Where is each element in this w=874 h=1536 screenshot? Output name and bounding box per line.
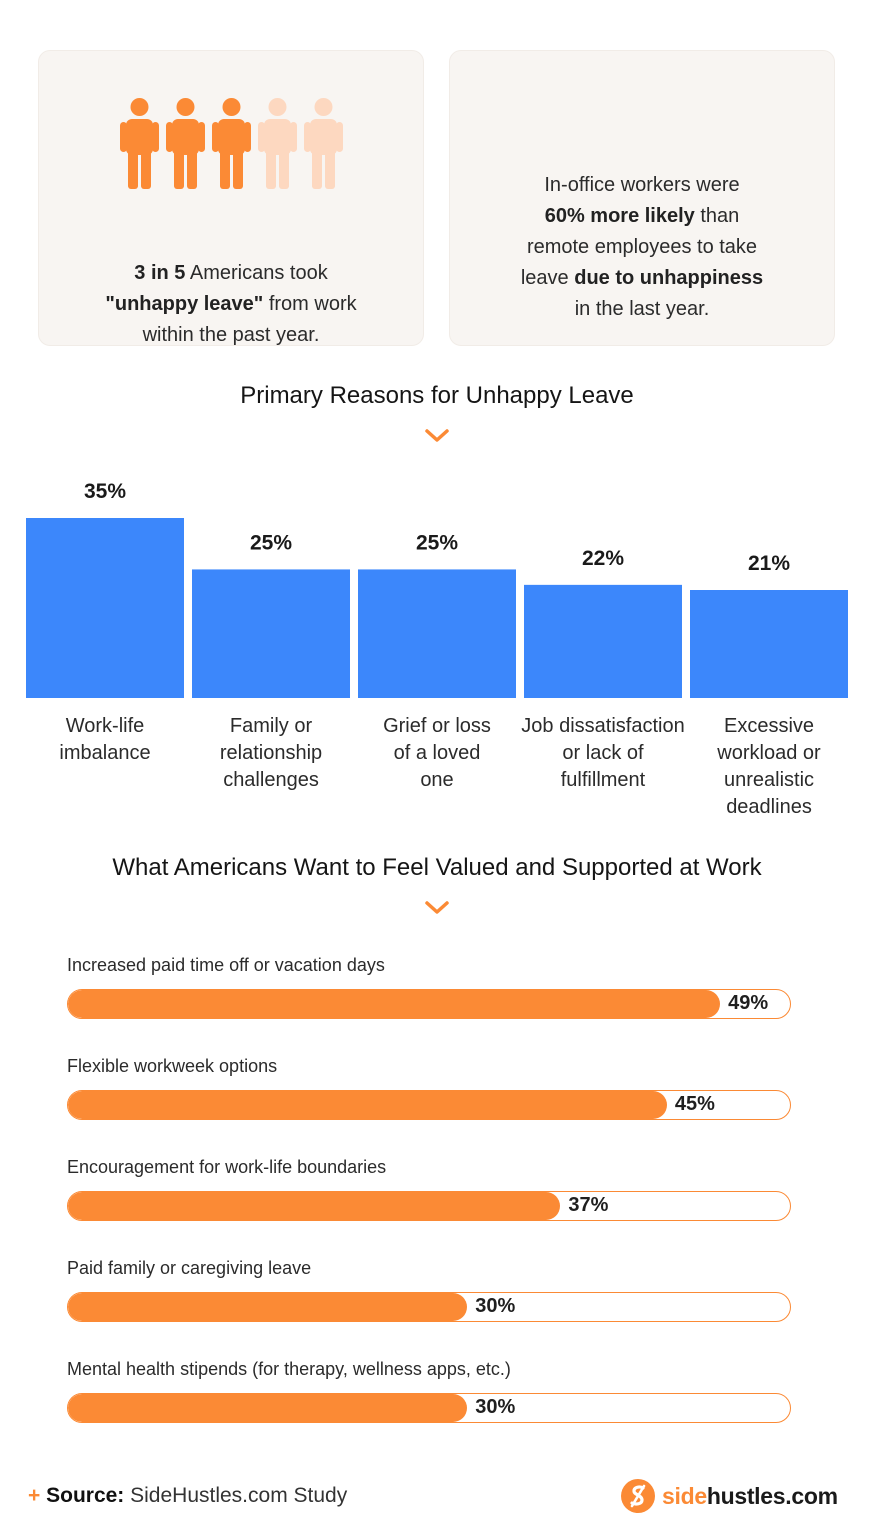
brand-name-side: side xyxy=(662,1482,707,1509)
bar-value-label: 25% xyxy=(416,531,458,554)
chevron-down-icon xyxy=(425,429,449,442)
reason-bar xyxy=(26,518,184,698)
want-bar-track: 30% xyxy=(67,1292,791,1322)
want-bar-track: 37% xyxy=(67,1191,791,1221)
chevron-down-icon xyxy=(425,901,449,914)
want-bar-fill xyxy=(68,990,721,1018)
bar-category-label: unrealistic xyxy=(724,769,814,791)
want-row: Paid family or caregiving leave 30% xyxy=(67,1256,791,1322)
bar-value-label: 35% xyxy=(84,480,126,503)
bar-value-label: 21% xyxy=(748,552,790,575)
want-bar-fill xyxy=(68,1192,561,1220)
stat-text: from work xyxy=(263,293,357,315)
source-label: Source: xyxy=(46,1484,125,1507)
person-icon xyxy=(119,98,159,189)
want-bar-value: 45% xyxy=(674,1093,715,1115)
bar-category-label: Excessive xyxy=(724,715,814,737)
want-row: Mental health stipends (for therapy, wel… xyxy=(67,1357,791,1423)
bar-category-label: Grief or loss xyxy=(383,715,491,737)
stat-highlight-ratio: 3 in 5 xyxy=(134,262,186,284)
stat-text: Americans took xyxy=(185,262,328,284)
bar-category-label: fulfillment xyxy=(561,769,646,791)
person-icon xyxy=(257,98,297,189)
stat-text: remote employees to take xyxy=(526,236,758,258)
source-text: SideHustles.com Study xyxy=(124,1484,348,1507)
stat-highlight-reason: due to unhappiness xyxy=(574,267,764,289)
brand-name: sidehustles.com xyxy=(662,1483,838,1510)
want-label: Flexible workweek options xyxy=(67,1056,278,1076)
want-bar-fill xyxy=(68,1091,667,1119)
want-row: Encouragement for work-life boundaries 37… xyxy=(67,1155,791,1221)
bar-value-label: 25% xyxy=(250,531,292,554)
want-bar-track: 49% xyxy=(67,989,791,1019)
sidehustles-logo-icon xyxy=(621,1479,655,1513)
bar-value-label: 22% xyxy=(582,547,624,570)
reason-bar xyxy=(690,590,848,698)
want-label: Increased paid time off or vacation days xyxy=(67,955,385,975)
brand-logo: sidehustles.com xyxy=(620,1477,838,1515)
want-label: Mental health stipends (for therapy, wel… xyxy=(67,1359,511,1379)
brand-name-rest: hustles.com xyxy=(706,1482,838,1509)
bar-category-label: Work-life xyxy=(66,715,145,737)
person-icon xyxy=(165,98,205,189)
want-bar-track: 30% xyxy=(67,1393,791,1423)
bar-category-label: workload or xyxy=(716,742,821,764)
section-title-reasons: Primary Reasons for Unhappy Leave xyxy=(240,382,634,409)
bar-category-label: Family or xyxy=(230,715,313,737)
stat-text: in the last year. xyxy=(574,298,710,320)
stat-card-in-office: In-office workers were 60% more likely t… xyxy=(449,50,835,346)
bar-category-label: imbalance xyxy=(59,742,150,764)
reason-bar xyxy=(192,569,350,698)
bar-category-label: relationship xyxy=(220,742,322,764)
bar-category-label: challenges xyxy=(223,769,319,791)
source-citation: + Source: SideHustles.com Study xyxy=(28,1484,347,1508)
plus-icon: + xyxy=(28,1484,41,1507)
reason-bar xyxy=(358,569,516,698)
want-bar-value: 37% xyxy=(568,1194,609,1216)
want-bar-track: 45% xyxy=(67,1090,791,1120)
stat-card-left-text: 3 in 5 Americans took "unhappy leave" fr… xyxy=(59,258,403,351)
stat-highlight-percent: 60% more likely xyxy=(544,205,695,227)
stat-card-right-text: In-office workers were 60% more likely t… xyxy=(470,170,814,325)
want-row: Increased paid time off or vacation days… xyxy=(67,953,791,1019)
stat-highlight-term: "unhappy leave" xyxy=(105,293,264,315)
bar-category-label: or lack of xyxy=(562,742,644,764)
stat-text: In-office workers were xyxy=(544,174,740,196)
reasons-bar-chart: 35% Work-life imbalance 25% Family or relatio… xyxy=(26,480,848,818)
want-bar-value: 49% xyxy=(728,992,769,1014)
stat-text: within the past year. xyxy=(142,324,320,346)
want-bar-fill xyxy=(68,1293,468,1321)
bar-category-label: Job dissatisfaction xyxy=(521,715,684,737)
want-bar-fill xyxy=(68,1394,468,1422)
people-icon-row xyxy=(39,97,423,189)
bar-category-label: deadlines xyxy=(726,796,812,818)
person-icon xyxy=(211,98,251,189)
want-label: Encouragement for work-life boundaries xyxy=(67,1157,387,1177)
want-bar-value: 30% xyxy=(475,1295,516,1317)
stat-card-unhappy-leave: 3 in 5 Americans took "unhappy leave" fr… xyxy=(38,50,424,346)
reason-bar xyxy=(524,584,682,698)
person-icon xyxy=(303,98,343,189)
want-label: Paid family or caregiving leave xyxy=(67,1258,312,1278)
stat-text: than xyxy=(694,205,740,227)
want-row: Flexible workweek options 45% xyxy=(67,1054,791,1120)
bar-category-label: one xyxy=(420,769,453,791)
want-bar-value: 30% xyxy=(475,1396,516,1418)
stat-text: leave xyxy=(520,267,575,289)
section-title-wants: What Americans Want to Feel Valued and S… xyxy=(112,854,762,881)
bar-category-label: of a loved xyxy=(394,742,481,764)
